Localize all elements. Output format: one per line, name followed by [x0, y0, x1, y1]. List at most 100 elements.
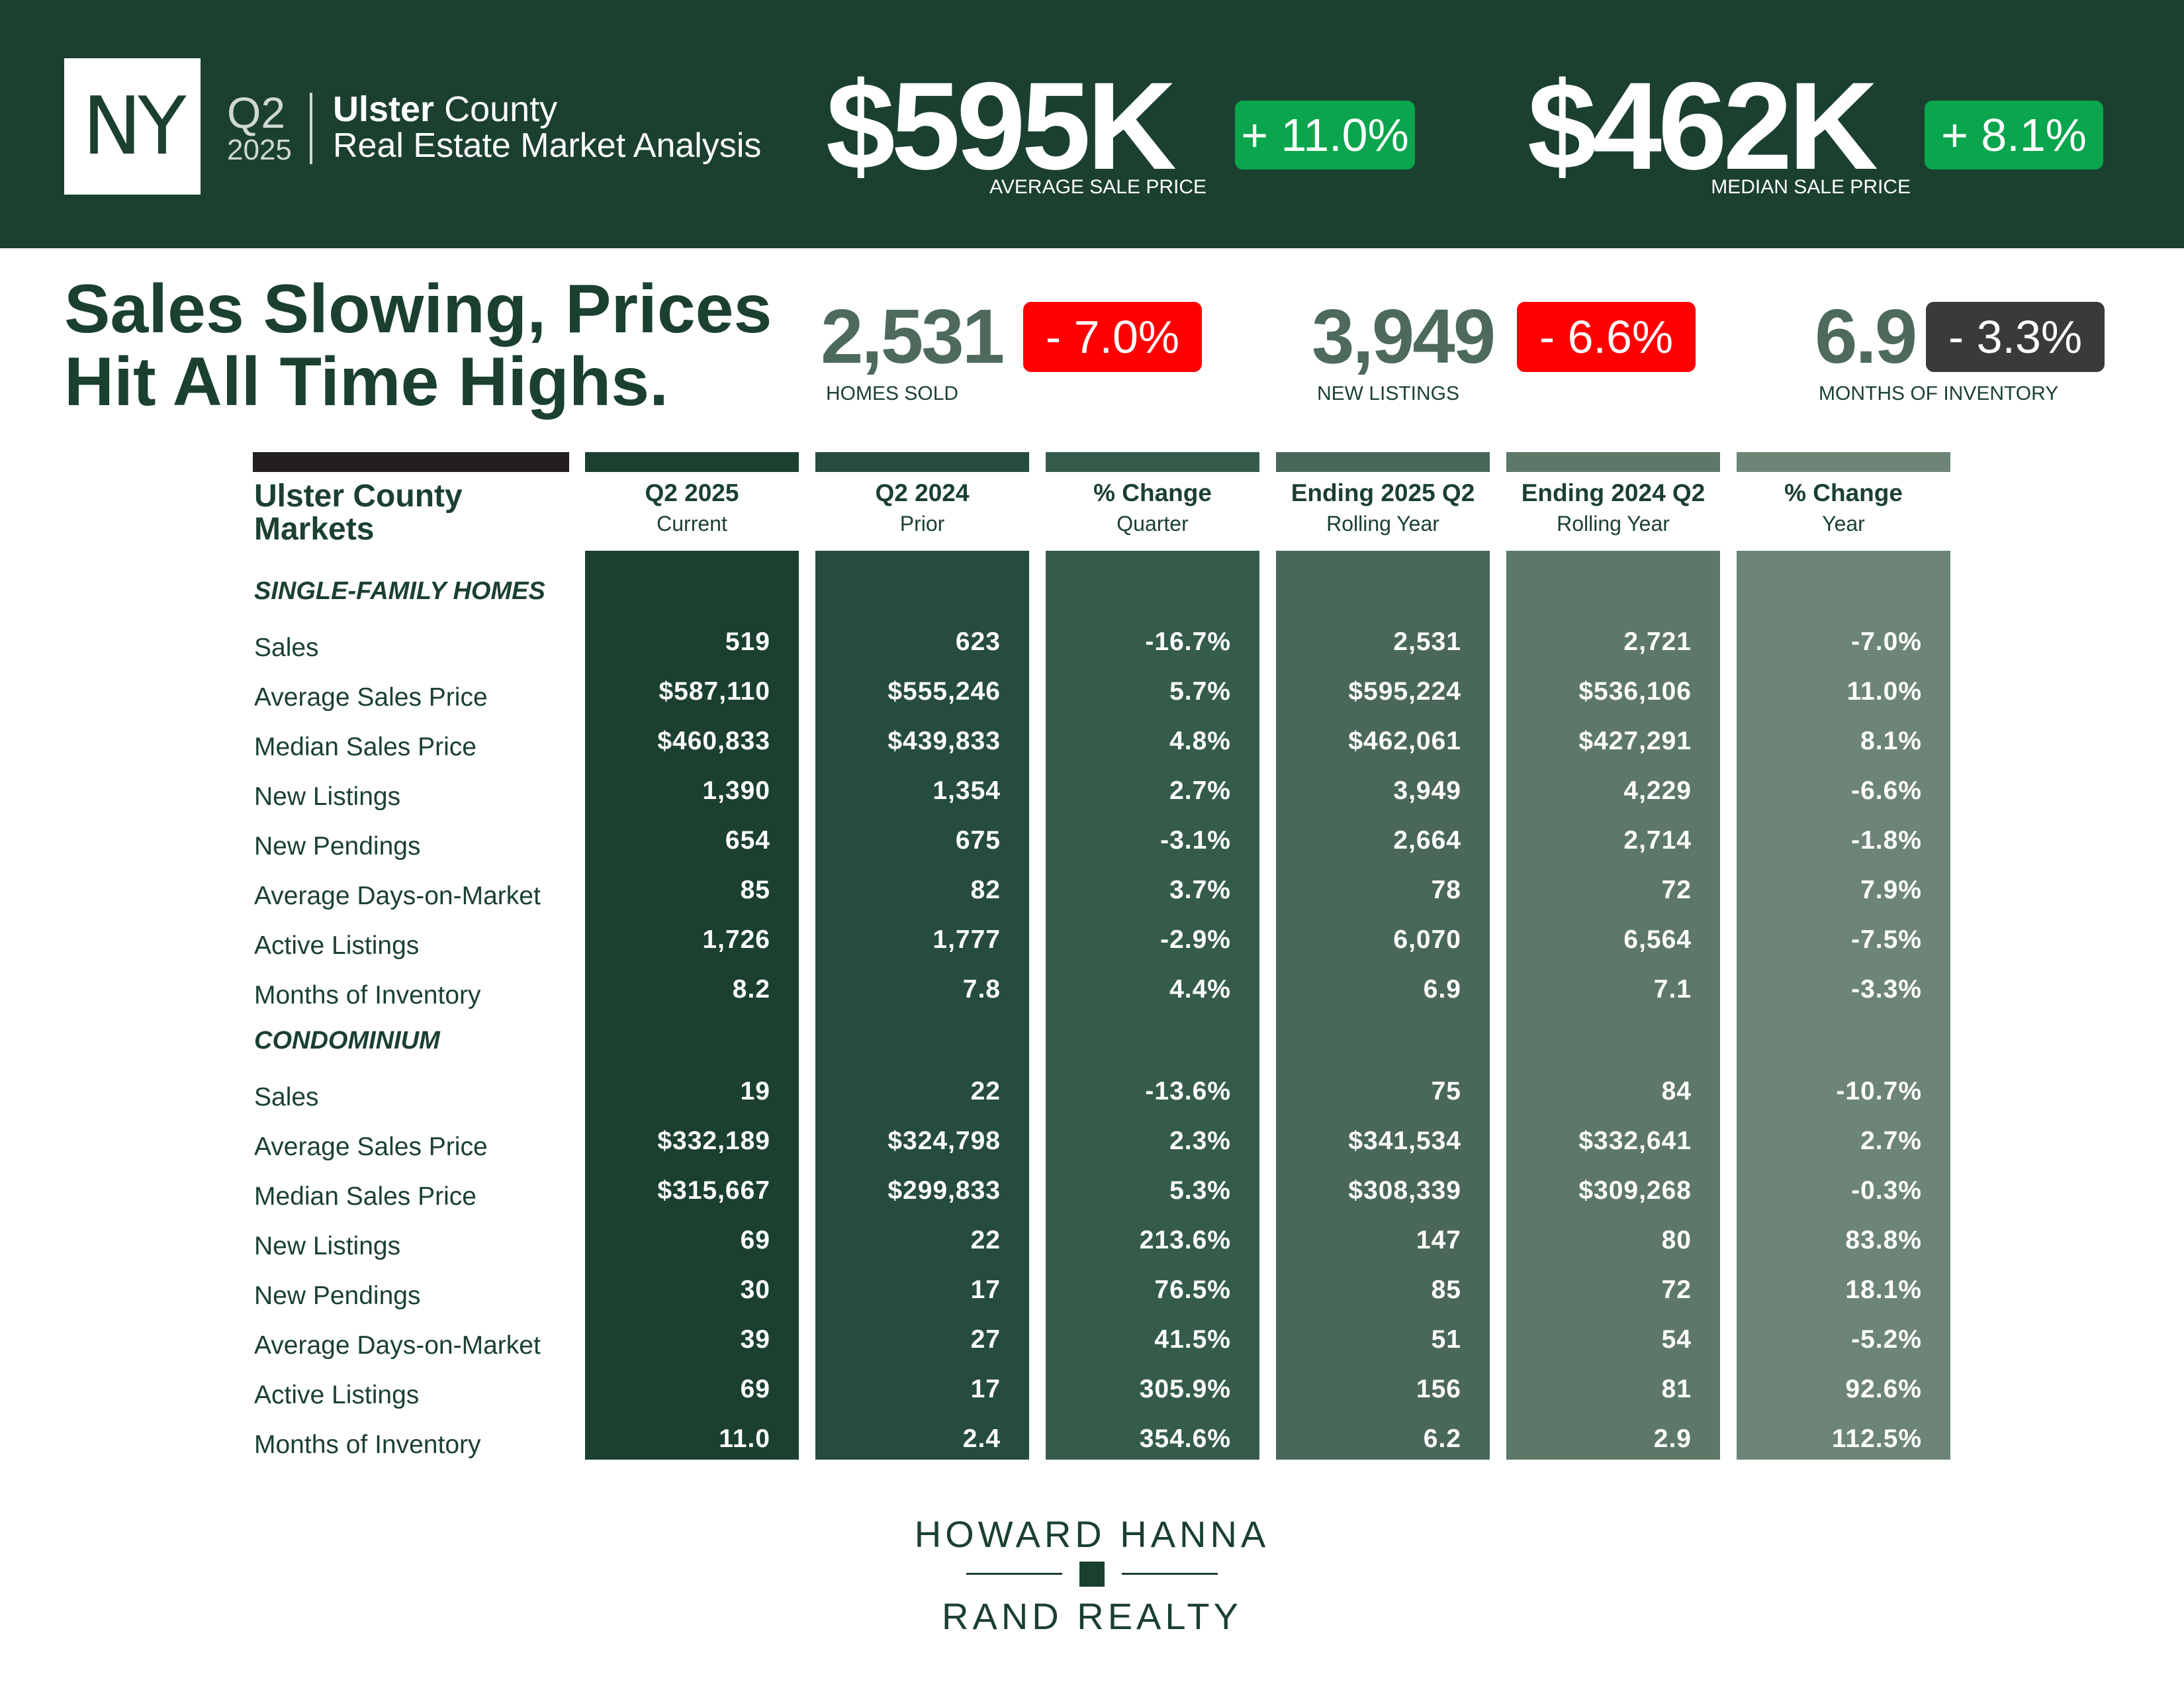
table-cell: 2,714 [1623, 826, 1692, 855]
table-cell: $595,224 [1348, 677, 1461, 706]
average-sale-price-change-badge: + 11.0% [1235, 101, 1415, 169]
column-header: Q2 2024 Prior [815, 481, 1029, 534]
section-title: CONDOMINIUM [254, 1027, 440, 1055]
table-cell: 11.0% [1846, 677, 1922, 706]
column-body [1737, 551, 1950, 1460]
table-cell: 7.9% [1860, 876, 1922, 904]
brand-name-top: HOWARD HANNA [914, 1513, 1270, 1555]
brand-square-icon [1079, 1562, 1105, 1587]
column-header: % Change Quarter [1046, 481, 1259, 534]
row-label: Months of Inventory [254, 1430, 481, 1459]
table-cell: -10.7% [1836, 1077, 1922, 1105]
table-cell: $332,641 [1578, 1127, 1692, 1155]
markets-title: Ulster County Markets [254, 479, 463, 547]
column-title: Q2 2025 [645, 479, 739, 506]
table-cell: $427,291 [1578, 727, 1692, 755]
column-header-bar [585, 452, 799, 472]
row-label: Active Listings [254, 931, 420, 960]
row-label: Average Sales Price [254, 683, 488, 712]
table-cell: -16.7% [1145, 628, 1231, 656]
table-cell: $315,667 [657, 1176, 770, 1205]
new-listings-change-badge: - 6.6% [1517, 302, 1696, 372]
row-label: Median Sales Price [254, 1182, 477, 1211]
homes-sold-value: 2,531 [821, 293, 1005, 379]
column-header-bar [1276, 452, 1490, 472]
table-cell: 2.7% [1860, 1127, 1922, 1155]
column-body [1276, 551, 1490, 1460]
brand-rule-right [1122, 1573, 1218, 1575]
table-cell: $587,110 [659, 677, 770, 706]
table-cell: -3.1% [1160, 826, 1231, 855]
table-cell: 305.9% [1139, 1375, 1231, 1403]
row-label: Sales [254, 1083, 319, 1111]
row-label: Average Days-on-Market [254, 882, 541, 910]
table-cell: 78 [1431, 876, 1461, 904]
report-subtitle: Real Estate Market Analysis [333, 126, 762, 165]
table-cell: -3.3% [1851, 975, 1922, 1004]
table-cell: 5.3% [1169, 1176, 1231, 1205]
table-cell: -0.3% [1851, 1176, 1922, 1205]
table-cell: 7.1 [1653, 975, 1692, 1004]
quarter-year: 2025 [227, 134, 292, 166]
table-cell: 39 [740, 1325, 770, 1354]
table-cell: $439,833 [887, 727, 1001, 755]
table-cell: 76.5% [1154, 1276, 1231, 1304]
table-cell: 17 [970, 1375, 1001, 1403]
table-cell: 54 [1661, 1325, 1692, 1354]
table-cell: $555,246 [887, 677, 1001, 706]
table-cell: $341,534 [1348, 1127, 1461, 1155]
table-cell: 2,721 [1623, 628, 1692, 656]
column-subtitle: Year [1822, 512, 1865, 536]
column-subtitle: Prior [899, 512, 945, 536]
table-cell: 7.8 [962, 975, 1001, 1004]
table-cell: 83.8% [1845, 1226, 1922, 1254]
table-cell: 1,726 [702, 925, 770, 954]
months-of-inventory-value: 6.9 [1815, 293, 1917, 379]
table-cell: 3.7% [1169, 876, 1231, 904]
table-cell: 8.1% [1860, 727, 1922, 755]
table-cell: $308,339 [1348, 1176, 1461, 1205]
column-subtitle: Rolling Year [1557, 512, 1670, 536]
table-cell: -7.0% [1851, 628, 1922, 656]
column-title: % Change [1093, 479, 1212, 506]
table-cell: 92.6% [1845, 1375, 1922, 1403]
table-cell: 6.2 [1423, 1425, 1461, 1453]
column-header-bar [1506, 452, 1720, 472]
table-cell: $299,833 [887, 1176, 1001, 1205]
table-cell: 8.2 [732, 975, 770, 1004]
table-cell: 213.6% [1139, 1226, 1231, 1254]
table-cell: 6.9 [1423, 975, 1461, 1004]
row-label: New Pendings [254, 832, 421, 861]
column-subtitle: Quarter [1116, 512, 1189, 536]
row-label: New Listings [254, 1232, 401, 1260]
column-title: Q2 2024 [875, 479, 970, 506]
table-cell: -13.6% [1145, 1077, 1231, 1105]
column-title: % Change [1784, 479, 1903, 506]
table-cell: 22 [970, 1077, 1001, 1105]
table-cell: -1.8% [1851, 826, 1922, 855]
table-cell: 654 [725, 826, 770, 855]
table-cell: 1,777 [933, 925, 1001, 954]
quarter-label: Q2 [227, 88, 286, 137]
table-cell: $462,061 [1348, 727, 1461, 755]
table-cell: -2.9% [1160, 925, 1231, 954]
row-label: Active Listings [254, 1381, 420, 1409]
table-cell: 2,531 [1393, 628, 1461, 656]
median-sale-price-caption: MEDIAN SALE PRICE [1711, 176, 1911, 198]
column-title: Ending 2025 Q2 [1291, 479, 1475, 506]
table-cell: -6.6% [1851, 776, 1922, 805]
column-subtitle: Rolling Year [1326, 512, 1439, 536]
column-header: Ending 2024 Q2 Rolling Year [1506, 481, 1720, 534]
table-cell: 156 [1416, 1375, 1461, 1403]
table-cell: 4.4% [1169, 975, 1231, 1004]
state-abbrev: NY [82, 80, 186, 173]
table-cell: 72 [1661, 1276, 1692, 1304]
table-cell: 80 [1661, 1226, 1692, 1254]
table-cell: 11.0 [719, 1425, 770, 1453]
column-title: Ending 2024 Q2 [1521, 479, 1706, 506]
homes-sold-change-badge: - 7.0% [1023, 302, 1202, 372]
table-cell: 675 [955, 826, 1001, 855]
column-header: Ending 2025 Q2 Rolling Year [1276, 481, 1490, 534]
column-body [585, 551, 799, 1460]
